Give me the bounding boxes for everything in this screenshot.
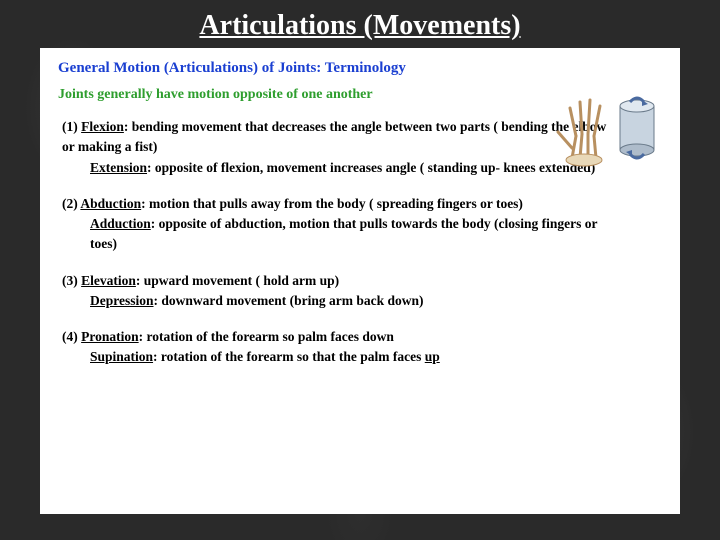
- item-number: (2): [62, 196, 78, 211]
- term-name: Adduction: [90, 216, 151, 231]
- item-number: (3): [62, 273, 78, 288]
- term-name: Flexion: [81, 119, 124, 134]
- term-definition-tail: up: [425, 349, 440, 364]
- term-name: Pronation: [81, 329, 139, 344]
- term-definition: : opposite of flexion, movement increase…: [147, 160, 595, 175]
- heading-suffix: Terminology: [321, 60, 406, 76]
- hand-wrist-motion-icon: [542, 88, 662, 168]
- term-name: Supination: [90, 349, 153, 364]
- panel-heading: General Motion (Articulations) of Joints…: [58, 60, 662, 77]
- slide-title: Articulations (Movements): [0, 0, 720, 48]
- term-name: Depression: [90, 293, 154, 308]
- term-name: Extension: [90, 160, 147, 175]
- term-definition: : upward movement ( hold arm up): [136, 273, 339, 288]
- term-definition: : rotation of the forearm so palm faces …: [139, 329, 394, 344]
- term-definition: : bending movement that decreases the an…: [62, 119, 606, 154]
- term-definition: : rotation of the forearm so that the pa…: [153, 349, 425, 364]
- term-block: (2) Abduction: motion that pulls away fr…: [62, 194, 622, 255]
- term-block: (3) Elevation: upward movement ( hold ar…: [62, 271, 622, 312]
- term-name: Abduction: [80, 196, 141, 211]
- item-number: (4): [62, 329, 78, 344]
- item-number: (1): [62, 119, 78, 134]
- term-name: Elevation: [81, 273, 136, 288]
- term-definition: : motion that pulls away from the body (…: [141, 196, 523, 211]
- term-block: (4) Pronation: rotation of the forearm s…: [62, 327, 622, 368]
- heading-prefix: General Motion (Articulations) of Joints…: [58, 60, 321, 76]
- term-block: (1) Flexion: bending movement that decre…: [62, 117, 622, 178]
- term-definition: : downward movement (bring arm back down…: [154, 293, 424, 308]
- term-definition: : opposite of abduction, motion that pul…: [90, 216, 597, 251]
- content-panel: General Motion (Articulations) of Joints…: [40, 48, 680, 514]
